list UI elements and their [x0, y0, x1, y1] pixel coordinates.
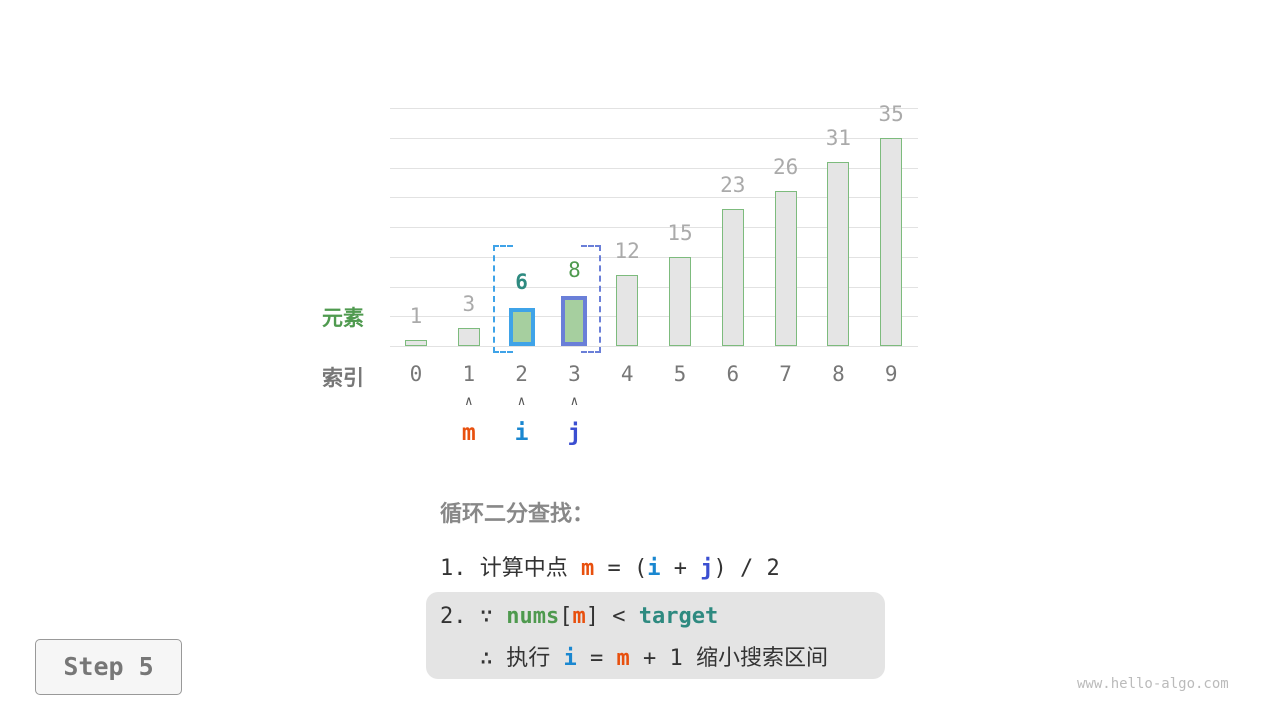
value-label: 3: [462, 292, 476, 317]
index-tick-label: 4: [620, 362, 634, 386]
gridline: [390, 197, 918, 199]
plus-one: + 1: [643, 646, 683, 671]
elements-label: 元素: [322, 306, 364, 330]
gridline: [390, 346, 918, 347]
gridline: [390, 227, 918, 228]
value-label: 23: [720, 173, 746, 198]
bar: [827, 161, 850, 346]
var-m: m: [581, 556, 595, 581]
bar: [774, 191, 797, 346]
value-label: 1: [409, 304, 423, 329]
watermark: www.hello-algo.com: [1077, 676, 1229, 692]
index-tick-label: 6: [726, 362, 740, 386]
plus: +: [673, 556, 688, 581]
pointer-arrow-icon: ∧: [570, 394, 579, 409]
index-tick-label: 3: [568, 362, 581, 386]
therefore-symbol: ∴: [479, 646, 493, 671]
gridline: [390, 137, 918, 139]
shrink: 缩小搜索区间: [696, 646, 829, 671]
div: / 2: [740, 556, 780, 581]
index-tick-label: 1: [462, 362, 476, 386]
bar: [561, 296, 588, 346]
step2-num: 2.: [440, 604, 467, 629]
bar: [616, 274, 639, 346]
value-label: 35: [878, 101, 904, 126]
var-j: j: [700, 556, 714, 581]
index-label: 索引: [322, 366, 364, 390]
eq: =: [590, 646, 604, 671]
step-2-line2: ∴ 执行 i = m + 1 缩小搜索区间: [440, 640, 828, 672]
rb: ]: [585, 604, 599, 629]
index-tick-label: 2: [515, 362, 528, 386]
bar: [508, 308, 535, 346]
var-i: i: [563, 646, 577, 671]
step1-num: 1.: [440, 556, 467, 581]
step-2-line1: 2. ∵ nums[m] < target: [440, 604, 718, 629]
eq: =: [607, 556, 621, 581]
nums: nums: [506, 604, 560, 629]
index-tick-label: 5: [673, 362, 687, 386]
step-1: 1. 计算中点 m = (i + j) / 2: [440, 550, 780, 582]
gridline: [390, 167, 918, 169]
target: target: [638, 604, 719, 629]
gridline: [390, 108, 918, 109]
pointer-j: j: [567, 420, 582, 446]
exec: 执行: [506, 646, 551, 671]
gridline: [390, 316, 918, 318]
rp: ): [713, 556, 727, 581]
pointer-arrow-icon: ∧: [517, 394, 526, 409]
index-tick-label: 8: [832, 362, 845, 386]
bar: [405, 340, 427, 346]
lp: (: [634, 556, 648, 581]
step1-text: 计算中点: [479, 556, 568, 581]
value-label: 8: [568, 258, 581, 283]
value-label: 26: [772, 155, 799, 180]
pointer-arrow-icon: ∧: [464, 394, 473, 409]
value-label: 31: [825, 125, 852, 150]
gridline: [390, 256, 918, 258]
value-label: 15: [667, 220, 693, 245]
pointer-i: i: [514, 420, 529, 446]
value-label: 12: [614, 238, 640, 263]
step-2-highlight: [426, 592, 885, 679]
lb: [: [559, 604, 573, 629]
pointer-m: m: [461, 420, 476, 446]
index-tick-label: 7: [779, 362, 792, 386]
lt: <: [612, 604, 626, 629]
var-m: m: [572, 604, 586, 629]
var-m: m: [616, 646, 630, 671]
bar: [669, 256, 691, 346]
bar: [457, 328, 480, 346]
step-label: Step 5: [35, 639, 182, 695]
bar: [721, 209, 744, 346]
bar: [880, 137, 903, 346]
var-i: i: [647, 556, 661, 581]
gridline: [390, 286, 918, 288]
index-tick-label: 9: [884, 362, 898, 386]
j-bracket: [581, 245, 601, 353]
i-bracket: [493, 245, 513, 353]
value-label: 6: [515, 270, 528, 295]
algorithm-title: 循环二分查找：: [440, 502, 595, 527]
index-tick-label: 0: [409, 362, 423, 386]
because-symbol: ∵: [479, 604, 493, 629]
